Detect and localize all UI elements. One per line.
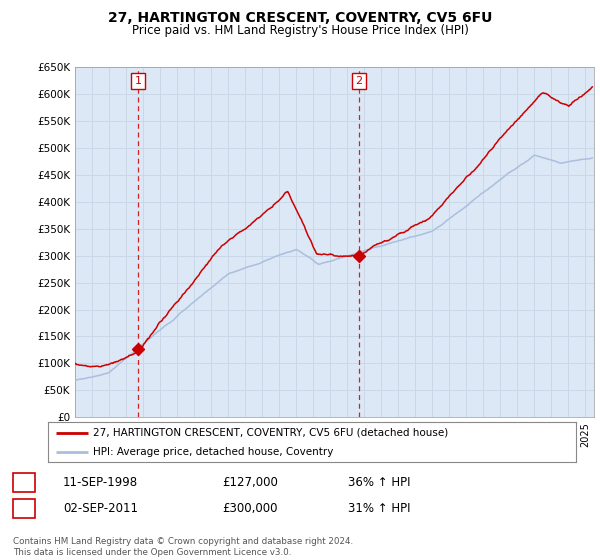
Text: 27, HARTINGTON CRESCENT, COVENTRY, CV5 6FU (detached house): 27, HARTINGTON CRESCENT, COVENTRY, CV5 6…	[93, 428, 448, 438]
Text: Contains HM Land Registry data © Crown copyright and database right 2024.
This d: Contains HM Land Registry data © Crown c…	[13, 537, 353, 557]
Text: 02-SEP-2011: 02-SEP-2011	[63, 502, 138, 515]
Text: 27, HARTINGTON CRESCENT, COVENTRY, CV5 6FU: 27, HARTINGTON CRESCENT, COVENTRY, CV5 6…	[108, 11, 492, 25]
Text: 2: 2	[20, 502, 28, 515]
Text: HPI: Average price, detached house, Coventry: HPI: Average price, detached house, Cove…	[93, 446, 333, 456]
Text: 1: 1	[20, 476, 28, 489]
Text: £127,000: £127,000	[222, 476, 278, 489]
Text: £300,000: £300,000	[222, 502, 277, 515]
Text: 1: 1	[134, 76, 142, 86]
Text: 36% ↑ HPI: 36% ↑ HPI	[348, 476, 410, 489]
Text: 2: 2	[355, 76, 362, 86]
Text: 31% ↑ HPI: 31% ↑ HPI	[348, 502, 410, 515]
Text: 11-SEP-1998: 11-SEP-1998	[63, 476, 138, 489]
Text: Price paid vs. HM Land Registry's House Price Index (HPI): Price paid vs. HM Land Registry's House …	[131, 24, 469, 36]
